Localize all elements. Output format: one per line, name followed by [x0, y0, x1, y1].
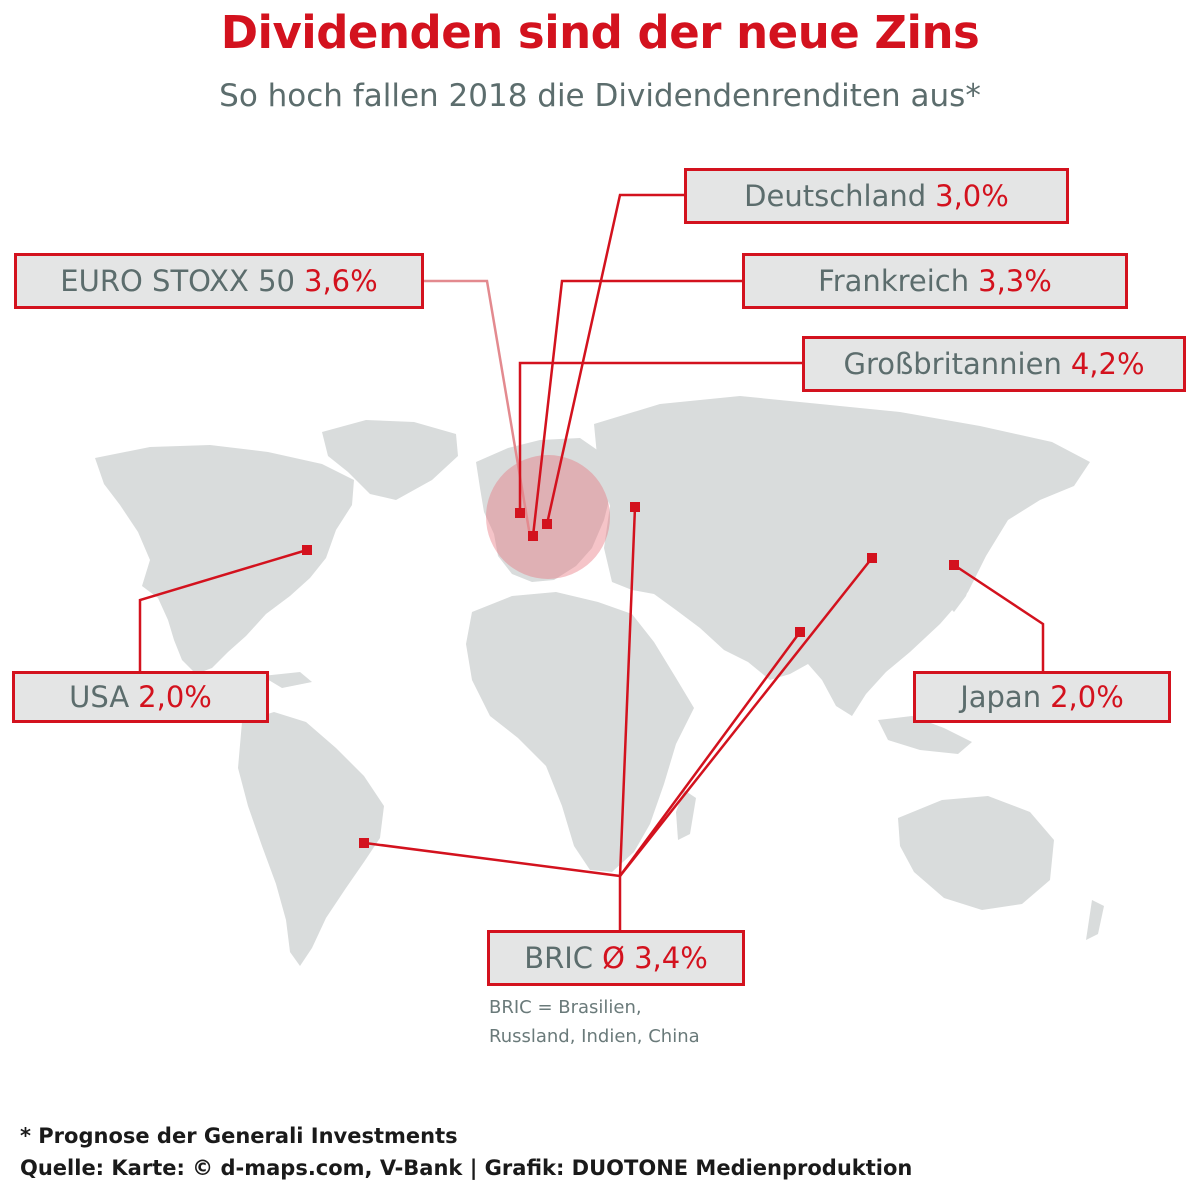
asia-shape [594, 396, 1090, 716]
label-frankreich-name: Frankreich [818, 264, 970, 298]
label-bric-name: BRIC [524, 941, 594, 975]
label-usa-value: 2,0% [138, 680, 212, 714]
bric-note: BRIC = Brasilien, Russland, Indien, Chin… [489, 993, 789, 1051]
new-zealand-shape [1086, 900, 1104, 940]
footer-source: Quelle: Karte: © d-maps.com, V-Bank | Gr… [20, 1156, 913, 1180]
label-deutschland-name: Deutschland [744, 179, 927, 213]
label-usa-name: USA [69, 680, 130, 714]
marker-indien [795, 627, 805, 637]
line-frankreich [531, 279, 744, 537]
label-japan: Japan 2,0% [913, 671, 1171, 723]
se-asia-islands-shape [878, 716, 972, 754]
japan-shape [946, 540, 974, 612]
marker-usa [302, 545, 312, 555]
bric-note-line2: Russland, Indien, China [489, 1026, 700, 1047]
south-america-shape [238, 712, 384, 966]
page-subtitle: So hoch fallen 2018 die Dividendenrendit… [219, 78, 981, 114]
label-deutschland: Deutschland 3,0% [684, 168, 1069, 224]
label-frankreich: Frankreich 3,3% [742, 253, 1128, 309]
marker-grossbritannien [515, 508, 525, 518]
line-euro-stoxx [424, 279, 532, 537]
marker-russland [630, 502, 640, 512]
africa-shape [466, 592, 694, 872]
marker-frankreich [528, 531, 538, 541]
label-euro-stoxx: EURO STOXX 50 3,6% [14, 253, 424, 309]
line-bric-indien [618, 631, 802, 877]
line-deutschland [545, 193, 686, 525]
marker-china [867, 553, 877, 563]
australia-shape [898, 796, 1054, 910]
marker-japan [949, 560, 959, 570]
page-title: Dividenden sind der neue Zins [220, 6, 980, 59]
footer-note: * Prognose der Generali Investments [20, 1124, 458, 1148]
label-japan-name: Japan [960, 680, 1042, 714]
line-bric-china [619, 557, 873, 877]
label-frankreich-value: 3,3% [978, 264, 1052, 298]
label-bric-value: Ø 3,4% [602, 941, 708, 975]
label-japan-value: 2,0% [1050, 680, 1124, 714]
location-markers [302, 502, 959, 848]
madagascar-shape [676, 790, 696, 840]
label-grossbritannien: Großbritannien 4,2% [802, 336, 1186, 392]
label-bric: BRIC Ø 3,4% [487, 930, 745, 986]
europe-shape [476, 438, 612, 582]
line-grossbritannien [518, 361, 804, 513]
footer: * Prognose der Generali Investments Quel… [20, 1120, 912, 1184]
label-grossbritannien-value: 4,2% [1070, 347, 1145, 381]
label-grossbritannien-name: Großbritannien [843, 347, 1062, 381]
line-bric-brasilien [364, 841, 621, 878]
label-euro-stoxx-value: 3,6% [304, 264, 378, 298]
continents [95, 396, 1104, 966]
line-bric-russland [618, 506, 637, 877]
north-america-shape [95, 445, 354, 674]
label-deutschland-value: 3,0% [935, 179, 1009, 213]
label-euro-stoxx-name: EURO STOXX 50 [60, 264, 295, 298]
connector-lines [138, 193, 1045, 933]
bric-note-line1: BRIC = Brasilien, [489, 997, 642, 1018]
line-japan [953, 563, 1045, 675]
line-usa [138, 548, 308, 675]
marker-deutschland [542, 519, 552, 529]
marker-brasilien [359, 838, 369, 848]
label-usa: USA 2,0% [12, 671, 269, 723]
greenland-shape [322, 420, 458, 500]
caribbean-shape [262, 672, 312, 688]
